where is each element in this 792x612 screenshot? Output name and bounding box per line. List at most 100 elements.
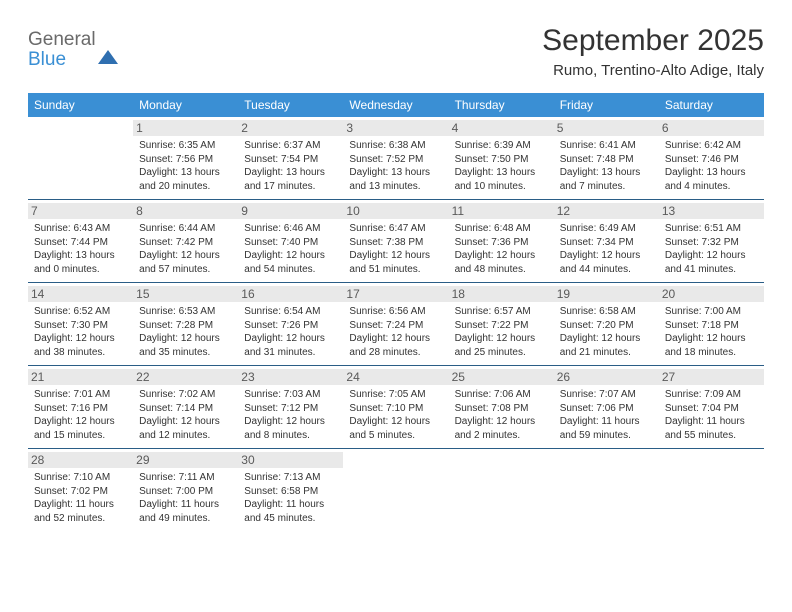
day-dl: Daylight: 13 hours and 13 minutes. (349, 166, 442, 193)
day-cell: 19Sunrise: 6:58 AMSunset: 7:20 PMDayligh… (554, 283, 659, 365)
logo-line1: General (28, 30, 96, 50)
day-info: Sunrise: 7:01 AMSunset: 7:16 PMDaylight:… (34, 388, 127, 442)
day-info: Sunrise: 6:42 AMSunset: 7:46 PMDaylight:… (665, 139, 758, 193)
day-ss: Sunset: 7:18 PM (665, 319, 758, 333)
day-info: Sunrise: 7:13 AMSunset: 6:58 PMDaylight:… (244, 471, 337, 525)
day-ss: Sunset: 7:22 PM (455, 319, 548, 333)
dow-cell: Saturday (659, 93, 764, 117)
day-dl: Daylight: 12 hours and 12 minutes. (139, 415, 232, 442)
day-sr: Sunrise: 6:51 AM (665, 222, 758, 236)
day-info: Sunrise: 6:46 AMSunset: 7:40 PMDaylight:… (244, 222, 337, 276)
day-ss: Sunset: 7:06 PM (560, 402, 653, 416)
day-info: Sunrise: 7:10 AMSunset: 7:02 PMDaylight:… (34, 471, 127, 525)
day-cell: 6 Sunrise: 6:42 AMSunset: 7:46 PMDaylight… (659, 117, 764, 199)
day-ss: Sunset: 7:24 PM (349, 319, 442, 333)
calendar-page: General Blue September 2025 Rumo, Trenti… (0, 0, 792, 551)
day-number: 26 (554, 369, 659, 385)
day-sr: Sunrise: 6:44 AM (139, 222, 232, 236)
day-ss: Sunset: 7:38 PM (349, 236, 442, 250)
day-cell: 15Sunrise: 6:53 AMSunset: 7:28 PMDayligh… (133, 283, 238, 365)
day-ss: Sunset: 7:52 PM (349, 153, 442, 167)
day-ss: Sunset: 7:16 PM (34, 402, 127, 416)
day-dl: Daylight: 12 hours and 51 minutes. (349, 249, 442, 276)
day-ss: Sunset: 7:50 PM (455, 153, 548, 167)
day-sr: Sunrise: 7:02 AM (139, 388, 232, 402)
day-cell: 29Sunrise: 7:11 AMSunset: 7:00 PMDayligh… (133, 449, 238, 531)
day-sr: Sunrise: 7:11 AM (139, 471, 232, 485)
day-ss: Sunset: 7:00 PM (139, 485, 232, 499)
day-number: 15 (133, 286, 238, 302)
day-sr: Sunrise: 6:49 AM (560, 222, 653, 236)
day-cell: 8Sunrise: 6:44 AMSunset: 7:42 PMDaylight… (133, 200, 238, 282)
day-cell: 25Sunrise: 7:06 AMSunset: 7:08 PMDayligh… (449, 366, 554, 448)
day-sr: Sunrise: 7:01 AM (34, 388, 127, 402)
day-dl: Daylight: 12 hours and 44 minutes. (560, 249, 653, 276)
day-info: Sunrise: 6:56 AMSunset: 7:24 PMDaylight:… (349, 305, 442, 359)
day-dl: Daylight: 11 hours and 49 minutes. (139, 498, 232, 525)
day-number: 30 (238, 452, 343, 468)
day-dl: Daylight: 11 hours and 52 minutes. (34, 498, 127, 525)
day-cell: 24Sunrise: 7:05 AMSunset: 7:10 PMDayligh… (343, 366, 448, 448)
day-ss: Sunset: 7:12 PM (244, 402, 337, 416)
day-info: Sunrise: 6:52 AMSunset: 7:30 PMDaylight:… (34, 305, 127, 359)
day-sr: Sunrise: 6:39 AM (455, 139, 548, 153)
day-ss: Sunset: 7:20 PM (560, 319, 653, 333)
day-info: Sunrise: 6:35 AMSunset: 7:56 PMDaylight:… (139, 139, 232, 193)
logo-mark-icon (98, 29, 118, 64)
dow-cell: Wednesday (343, 93, 448, 117)
day-ss: Sunset: 7:48 PM (560, 153, 653, 167)
day-cell: 5Sunrise: 6:41 AMSunset: 7:48 PMDaylight… (554, 117, 659, 199)
day-cell: 12Sunrise: 6:49 AMSunset: 7:34 PMDayligh… (554, 200, 659, 282)
day-cell: 10Sunrise: 6:47 AMSunset: 7:38 PMDayligh… (343, 200, 448, 282)
day-cell: 1Sunrise: 6:35 AMSunset: 7:56 PMDaylight… (133, 117, 238, 199)
day-number: 27 (659, 369, 764, 385)
day-number: 6 (659, 120, 764, 136)
day-number: 8 (133, 203, 238, 219)
day-info: Sunrise: 7:05 AMSunset: 7:10 PMDaylight:… (349, 388, 442, 442)
day-of-week-header: SundayMondayTuesdayWednesdayThursdayFrid… (28, 93, 764, 117)
day-dl: Daylight: 11 hours and 59 minutes. (560, 415, 653, 442)
day-number: 17 (343, 286, 448, 302)
week-row: 28Sunrise: 7:10 AMSunset: 7:02 PMDayligh… (28, 449, 764, 531)
day-number: 20 (659, 286, 764, 302)
day-sr: Sunrise: 6:54 AM (244, 305, 337, 319)
day-sr: Sunrise: 7:05 AM (349, 388, 442, 402)
day-dl: Daylight: 12 hours and 28 minutes. (349, 332, 442, 359)
day-dl: Daylight: 13 hours and 10 minutes. (455, 166, 548, 193)
day-ss: Sunset: 7:44 PM (34, 236, 127, 250)
day-ss: Sunset: 7:42 PM (139, 236, 232, 250)
logo: General Blue (28, 30, 118, 70)
day-cell: 30 Sunrise: 7:13 AMSunset: 6:58 PMDayligh… (238, 449, 343, 531)
day-cell (659, 449, 764, 531)
day-dl: Daylight: 12 hours and 48 minutes. (455, 249, 548, 276)
day-info: Sunrise: 7:07 AMSunset: 7:06 PMDaylight:… (560, 388, 653, 442)
day-sr: Sunrise: 6:56 AM (349, 305, 442, 319)
logo-text: General Blue (28, 30, 118, 70)
day-sr: Sunrise: 7:09 AM (665, 388, 758, 402)
day-dl: Daylight: 12 hours and 25 minutes. (455, 332, 548, 359)
week-row: 21Sunrise: 7:01 AMSunset: 7:16 PMDayligh… (28, 366, 764, 449)
day-number: 12 (554, 203, 659, 219)
day-dl: Daylight: 13 hours and 4 minutes. (665, 166, 758, 193)
day-sr: Sunrise: 6:42 AM (665, 139, 758, 153)
day-number: 3 (343, 120, 448, 136)
day-info: Sunrise: 7:02 AMSunset: 7:14 PMDaylight:… (139, 388, 232, 442)
day-ss: Sunset: 7:28 PM (139, 319, 232, 333)
day-ss: Sunset: 7:08 PM (455, 402, 548, 416)
day-dl: Daylight: 12 hours and 8 minutes. (244, 415, 337, 442)
dow-cell: Sunday (28, 93, 133, 117)
calendar: SundayMondayTuesdayWednesdayThursdayFrid… (28, 93, 764, 531)
day-cell (343, 449, 448, 531)
day-number: 11 (449, 203, 554, 219)
day-dl: Daylight: 13 hours and 7 minutes. (560, 166, 653, 193)
day-info: Sunrise: 6:41 AMSunset: 7:48 PMDaylight:… (560, 139, 653, 193)
day-cell: 18Sunrise: 6:57 AMSunset: 7:22 PMDayligh… (449, 283, 554, 365)
day-sr: Sunrise: 6:35 AM (139, 139, 232, 153)
day-cell: 27Sunrise: 7:09 AMSunset: 7:04 PMDayligh… (659, 366, 764, 448)
day-ss: Sunset: 7:32 PM (665, 236, 758, 250)
day-ss: Sunset: 7:36 PM (455, 236, 548, 250)
day-ss: Sunset: 7:14 PM (139, 402, 232, 416)
day-info: Sunrise: 6:54 AMSunset: 7:26 PMDaylight:… (244, 305, 337, 359)
dow-cell: Tuesday (238, 93, 343, 117)
day-sr: Sunrise: 7:00 AM (665, 305, 758, 319)
